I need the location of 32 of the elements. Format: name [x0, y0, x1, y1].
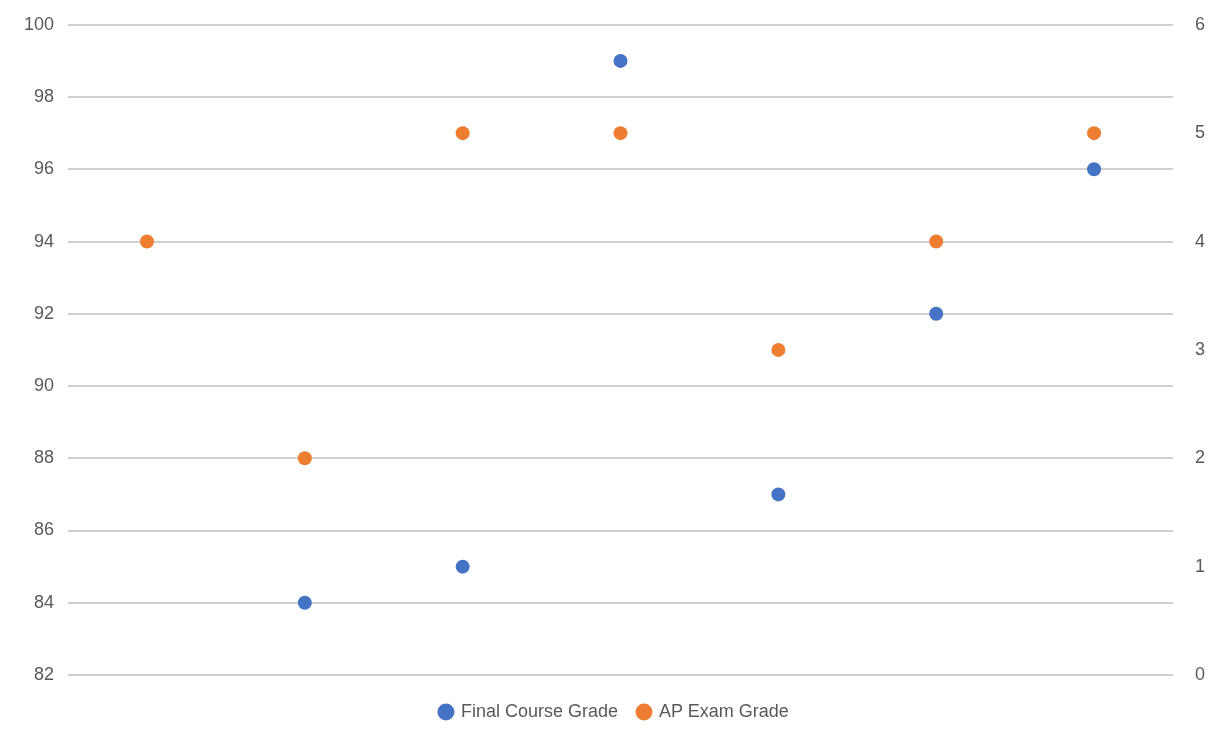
legend-label: AP Exam Grade — [659, 700, 789, 721]
point — [613, 126, 628, 141]
point — [613, 53, 628, 68]
y2-tick-label: 2 — [1194, 447, 1205, 468]
y-tick-label: 96 — [34, 158, 55, 179]
y-tick-label: 92 — [34, 302, 55, 323]
y2-tick-label: 3 — [1194, 338, 1205, 359]
y-tick-label: 90 — [34, 374, 55, 395]
y-tick-label: 88 — [34, 447, 55, 468]
y-tick-label: 98 — [34, 86, 55, 107]
y2-tick-label: 0 — [1194, 663, 1205, 684]
point — [297, 595, 312, 610]
y-tick-label: 86 — [34, 519, 55, 540]
point — [929, 234, 944, 249]
y-tick-label: 82 — [34, 663, 55, 684]
point — [297, 451, 312, 466]
point — [1087, 162, 1102, 177]
y-tick-label: 100 — [23, 13, 55, 34]
point — [929, 306, 944, 321]
point — [139, 234, 154, 249]
y2-tick-label: 6 — [1194, 13, 1205, 34]
y2-tick-label: 4 — [1194, 230, 1205, 251]
y2-tick-label: 1 — [1194, 555, 1205, 576]
point — [455, 126, 470, 141]
point — [771, 342, 786, 357]
y-tick-label: 94 — [34, 230, 55, 251]
point — [455, 559, 470, 574]
y2-tick-label: 5 — [1194, 122, 1205, 143]
point — [1087, 126, 1102, 141]
point — [771, 487, 786, 502]
legend-label: Final Course Grade — [460, 700, 619, 721]
y-tick-label: 84 — [34, 591, 55, 612]
